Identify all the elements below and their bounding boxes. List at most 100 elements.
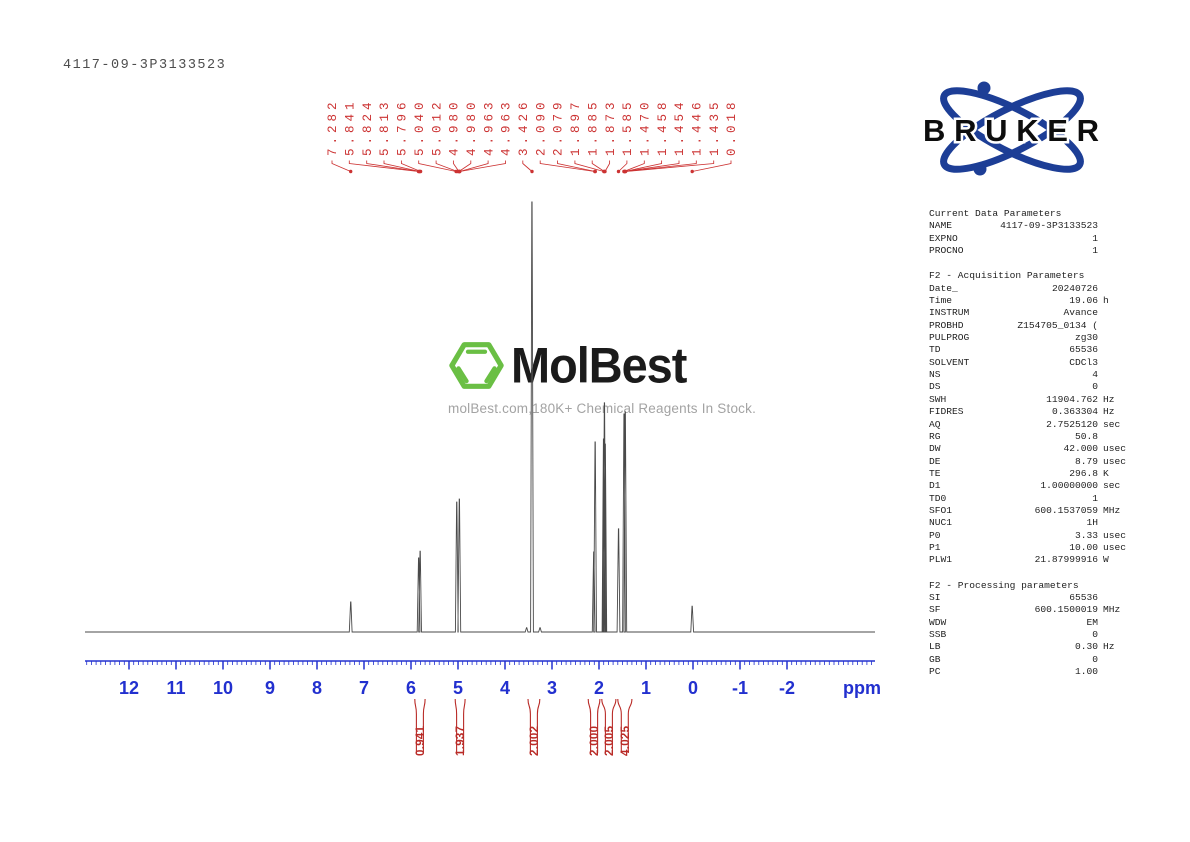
param-unit (1098, 344, 1135, 356)
param-row: NAME 4117-09-3P3133523 (929, 220, 1135, 232)
peak-connector-node (349, 169, 353, 174)
param-value: 1 (1092, 245, 1098, 257)
peak-connector-line (591, 160, 605, 172)
peak-connector-node (623, 169, 628, 174)
param-name: TE (929, 467, 941, 479)
param-value: 4117-09-3P3133523 (1000, 220, 1098, 232)
param-row: RG 50.8 (929, 431, 1135, 443)
param-name: SI (929, 591, 941, 603)
peak-shift-label: 4.963 (482, 98, 496, 156)
integral-value-label: 2.000 (589, 726, 601, 756)
peak-shift-label: 7.282 (326, 98, 340, 156)
param-row: Date_ 20240726 (929, 283, 1135, 295)
param-unit: Hz (1103, 406, 1115, 418)
param-unit (1098, 320, 1135, 332)
integral-bracket (597, 698, 601, 753)
param-section: F2 - Acquisition Parameters Date_ 20240726… (929, 270, 1135, 566)
integral-bracket (536, 698, 541, 753)
peak-connector-line (435, 160, 458, 172)
param-row: PROBHD Z154705_0134 ( (929, 320, 1135, 332)
axis-tick-label: 0 (688, 678, 698, 698)
param-value: 20240726 (1051, 282, 1098, 294)
param-unit: h (1103, 295, 1109, 307)
integral-value-label: 1.937 (455, 726, 467, 756)
param-section-header: Current Data Parameters (929, 208, 1062, 219)
peak-connector-line (624, 160, 680, 172)
param-unit (1098, 666, 1135, 678)
param-name: WDW (929, 616, 947, 628)
molbest-logo-row: MolBest (448, 337, 758, 393)
peak-connector-node (690, 169, 694, 174)
param-section-header: F2 - Processing parameters (929, 579, 1079, 591)
integral-bracket (611, 698, 617, 753)
integral-bracket (587, 698, 592, 753)
param-row: Time 19.06 h (929, 295, 1135, 307)
param-name: LB (929, 641, 941, 653)
param-unit (1098, 629, 1135, 641)
peak-connector-line (604, 160, 611, 172)
param-row: SWH 11904.762 Hz (929, 394, 1135, 406)
param-value: 65536 (1069, 591, 1098, 603)
param-name: PROCNO (929, 245, 964, 257)
param-row: NUC1 1H (929, 517, 1135, 529)
peak-shift-label: 5.824 (361, 98, 375, 156)
peak-connector-line (522, 160, 533, 172)
param-value: 21.87999916 (1034, 554, 1098, 566)
param-name: PROBHD (929, 319, 964, 331)
param-value: 0 (1092, 629, 1098, 640)
axis-tick-label: 11 (166, 678, 185, 698)
param-value: CDCl3 (1069, 356, 1098, 368)
peak-shift-label: 1.897 (569, 98, 583, 156)
integral-bracket (627, 698, 633, 753)
param-value: 10.00 (1069, 541, 1098, 553)
param-row: PROCNO 1 (929, 245, 1135, 257)
param-value: 600.1537059 (1034, 504, 1098, 516)
param-name: PC (929, 666, 941, 678)
param-unit: MHz (1103, 504, 1121, 516)
param-name: NUC1 (929, 517, 953, 529)
param-unit (1098, 654, 1135, 666)
peak-connector-line (574, 160, 604, 172)
param-unit: MHz (1103, 604, 1121, 616)
axis-tick-label: 2 (594, 678, 604, 698)
peak-connector-node (458, 169, 462, 174)
param-row: WDW EM (929, 617, 1135, 629)
peak-connector-line (625, 160, 715, 172)
axis-tick-label: -1 (732, 678, 748, 698)
peak-shift-label: 1.585 (621, 98, 635, 156)
param-section: Current Data Parameters NAME 4117-09-3P313… (929, 208, 1135, 257)
param-name: SOLVENT (929, 356, 970, 368)
param-value: 1 (1092, 232, 1098, 244)
axis-tick-label: 8 (312, 678, 322, 698)
peak-shift-label: 1.470 (639, 98, 653, 156)
peak-shift-label: 2.079 (552, 98, 566, 156)
param-value: 42.000 (1063, 443, 1098, 455)
peak-connector-line (400, 160, 421, 172)
integral-bracket (414, 698, 417, 753)
peak-shift-label: 4.980 (448, 98, 462, 156)
peak-connector-line (459, 160, 489, 172)
param-row: DW 42.000 usec (929, 443, 1135, 455)
peak-connector-line (692, 160, 732, 172)
integral-bracket (422, 698, 426, 753)
peak-shift-label: 4.980 (465, 98, 479, 156)
param-row: TD 65536 (929, 344, 1135, 356)
param-unit: sec (1103, 418, 1121, 430)
param-value: 50.8 (1074, 430, 1098, 442)
peak-shift-label: 5.040 (413, 98, 427, 156)
param-row: LB 0.30 Hz (929, 641, 1135, 653)
bruker-wordmark: BRUKER (923, 113, 1101, 148)
peak-connector-node (418, 169, 423, 174)
param-unit: usec (1103, 443, 1127, 455)
peak-connector-line (557, 160, 596, 172)
peak-connector-line (452, 160, 460, 172)
param-value: 600.1500019 (1034, 604, 1098, 616)
integral-bracket (454, 698, 458, 753)
sample-id: 4117-09-3P3133523 (63, 58, 227, 73)
param-value: 1H (1086, 517, 1098, 529)
param-value: 1.00000000 (1040, 480, 1098, 492)
param-row: PULPROG zg30 (929, 332, 1135, 344)
integral-value-label: 0.941 (415, 725, 427, 756)
peak-connector-line (618, 160, 628, 172)
axis-tick-label: 9 (265, 678, 275, 698)
